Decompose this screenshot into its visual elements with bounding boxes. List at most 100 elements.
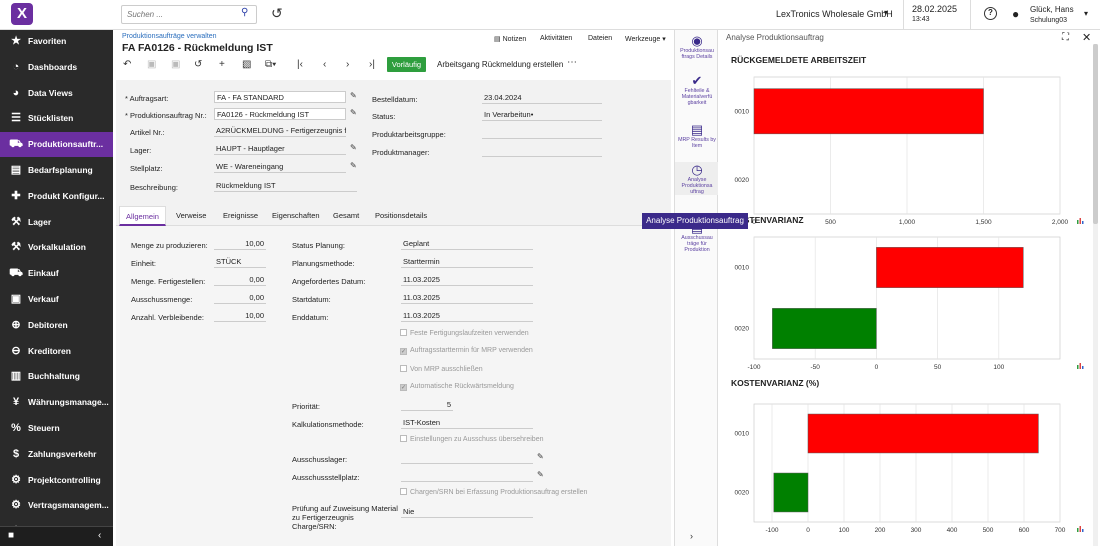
save-close-icon[interactable]: ▣ (171, 59, 181, 70)
sidebar-item-9[interactable]: ⚒ Vorkalkulation (0, 235, 113, 260)
auto-backflush-checkbox[interactable]: ✓ Automatische Rückwärtsmeldung (400, 383, 514, 391)
sidebar-item-3[interactable]: ◕ Data Views (0, 81, 113, 106)
edit-icon[interactable]: ✎ (350, 161, 357, 170)
right-panel-item-2[interactable]: ✔ Fehlteile & Materialverfü gbarkeit (675, 73, 719, 106)
tab-verweise[interactable]: Verweise (176, 211, 207, 220)
tab-allgemein[interactable]: Allgemein (119, 206, 166, 226)
sidebar-item-12[interactable]: ⊕ Debitoren (0, 313, 113, 338)
close-icon[interactable]: ✕ (1082, 32, 1092, 44)
qty-field[interactable]: 10,00 (214, 238, 266, 250)
search-icon[interactable]: ⚲ (241, 7, 249, 18)
edit-icon[interactable]: ✎ (537, 470, 544, 479)
expand-right-icon[interactable]: › (690, 531, 693, 541)
finished-qty-field[interactable]: 0,00 (214, 274, 266, 286)
tab-ereignisse[interactable]: Ereignisse (223, 211, 259, 220)
order-type-field[interactable]: FA - FA STANDARD (214, 91, 346, 103)
product-manager-field[interactable] (482, 145, 602, 157)
tab-positionsdetails[interactable]: Positionsdetails (375, 211, 428, 220)
sidebar-item-8[interactable]: ⚒ Lager (0, 210, 113, 235)
scrap-warehouse-field[interactable] (401, 452, 533, 464)
sidebar-item-11[interactable]: ▣ Verkauf (0, 287, 113, 312)
sidebar-item-15[interactable]: ¥ Währungsmanage... (0, 390, 113, 415)
priority-field[interactable]: 5 (401, 399, 453, 411)
delete-icon[interactable]: ▧ (242, 59, 252, 70)
undo-icon[interactable]: ↺ (194, 59, 203, 70)
exclude-mrp-checkbox[interactable]: Von MRP ausschließen (400, 365, 483, 373)
user-icon[interactable]: ● (1012, 7, 1020, 21)
scrollbar[interactable] (1093, 44, 1098, 546)
app-logo-icon[interactable]: X (11, 3, 33, 25)
expand-icon[interactable]: ⛶ (1062, 32, 1069, 43)
sidebar-item-2[interactable]: ◔ Dashboards (0, 55, 113, 80)
scrap-location-field[interactable] (401, 470, 533, 482)
chevron-down-icon[interactable]: ▾ (884, 8, 889, 17)
costing-method-field[interactable]: IST-Kosten (401, 417, 533, 429)
edit-icon[interactable]: ✎ (350, 143, 357, 152)
sidebar-item-4[interactable]: ☰ Stücklisten (0, 106, 113, 131)
location-field[interactable]: WE - Wareneingang (214, 161, 346, 173)
sidebar-item-16[interactable]: % Steuern (0, 416, 113, 441)
collapse-sidebar-icon[interactable]: ‹ (98, 530, 102, 541)
planning-status-field[interactable]: Geplant (401, 238, 533, 250)
fixed-lead-time-checkbox[interactable]: Feste Fertigungslaufzeiten verwenden (400, 329, 529, 337)
item-field[interactable]: A2RÜCKMELDUNG - Fertigerzeugnis für • (214, 126, 346, 137)
warehouse-field[interactable]: HAUPT - Hauptlager (214, 143, 346, 155)
scrap-override-checkbox[interactable]: Einstellungen zu Ausschuss übersehreiben (400, 435, 543, 443)
help-icon[interactable]: ? (984, 7, 997, 20)
first-record-icon[interactable]: |‹ (297, 59, 303, 70)
next-record-icon[interactable]: › (346, 59, 350, 70)
requested-date-field[interactable]: 11.03.2025 (401, 274, 533, 286)
sidebar-item-6[interactable]: ▤ Bedarfsplanung (0, 158, 113, 183)
company-selector[interactable]: LexTronics Wholesale GmbH (776, 9, 893, 19)
add-icon[interactable]: + (219, 59, 225, 70)
history-icon[interactable]: ↺ (271, 5, 283, 21)
right-panel-item-4[interactable]: ◷ Analyse Produktionsa uftrag (675, 162, 719, 195)
create-lot-checkbox[interactable]: Chargen/SRN bei Erfassung Produktionsauf… (400, 488, 587, 496)
tools-menu[interactable]: Werkzeuge ▾ (625, 36, 666, 43)
description-field[interactable]: Rückmeldung IST (214, 180, 357, 192)
tab-gesamt[interactable]: Gesamt (333, 211, 360, 220)
prev-record-icon[interactable]: ‹ (323, 59, 327, 70)
sidebar-item-10[interactable]: ⛟ Einkauf (0, 261, 113, 286)
work-group-field[interactable] (482, 127, 602, 139)
mrp-start-checkbox[interactable]: ✓ Auftragsstarttermin für MRP verwenden (400, 347, 533, 355)
date-time[interactable]: 28.02.2025 13:43 (903, 0, 971, 30)
sidebar-item-14[interactable]: ▥ Buchhaltung (0, 364, 113, 389)
unit-field[interactable]: STÜCK (214, 256, 266, 268)
search-input[interactable] (121, 5, 257, 24)
start-date-field[interactable]: 11.03.2025 (401, 292, 533, 304)
end-date-field[interactable]: 11.03.2025 (401, 310, 533, 322)
tab-eigenschaften[interactable]: Eigenschaften (272, 211, 320, 220)
edit-icon[interactable]: ✎ (350, 108, 357, 117)
sidebar-item-17[interactable]: $ Zahlungsverkehr (0, 442, 113, 467)
vorlaeufig-button[interactable]: Vorläufig (387, 57, 426, 72)
back-icon[interactable]: ↶ (123, 59, 132, 70)
sidebar-item-18[interactable]: ⚙ Projektcontrolling (0, 468, 113, 493)
edit-icon[interactable]: ✎ (537, 452, 544, 461)
create-feedback-button[interactable]: Arbeitsgang Rückmeldung erstellen (437, 60, 564, 69)
save-icon[interactable]: ▣ (147, 59, 157, 70)
user-menu-chevron-icon[interactable]: ▾ (1084, 9, 1089, 18)
lot-check-field[interactable]: Nie (401, 506, 533, 518)
remaining-field[interactable]: 10,00 (214, 310, 266, 322)
sidebar-item-13[interactable]: ⊖ Kreditoren (0, 339, 113, 364)
last-record-icon[interactable]: ›| (369, 59, 375, 70)
more-actions-icon[interactable]: ⋯ (567, 57, 577, 68)
planning-method-field[interactable]: Starttermin (401, 256, 533, 268)
files-link[interactable]: Dateien (588, 35, 613, 42)
copy-icon[interactable]: ⧉▾ (265, 59, 277, 70)
sidebar-item-5[interactable]: ⛟ Produktionsauftr... (0, 132, 113, 158)
right-panel-item-3[interactable]: ▤ MRP Results by Item (675, 122, 719, 149)
notes-link[interactable]: ▤ Notizen (494, 36, 527, 43)
right-panel-item-1[interactable]: ◉ Produktionsau ftrags Details (675, 33, 719, 60)
sidebar-item-19[interactable]: ⚙ Vertragsmanagem... (0, 493, 113, 518)
breadcrumb[interactable]: Produktionsaufträge verwalten (122, 33, 217, 40)
user-name[interactable]: Glück, Hans (1030, 5, 1074, 14)
activities-link[interactable]: Aktivitäten (540, 35, 573, 42)
order-number-field[interactable]: FA0126 - Rückmeldung IST (214, 108, 346, 120)
edit-icon[interactable]: ✎ (350, 91, 357, 100)
sidebar-item-1[interactable]: ★ Favoriten (0, 29, 113, 54)
windows-icon[interactable]: ■ (8, 530, 15, 541)
sidebar-item-7[interactable]: ✚ Produkt Konfigur... (0, 184, 113, 209)
scrollbar-thumb[interactable] (1093, 44, 1098, 224)
